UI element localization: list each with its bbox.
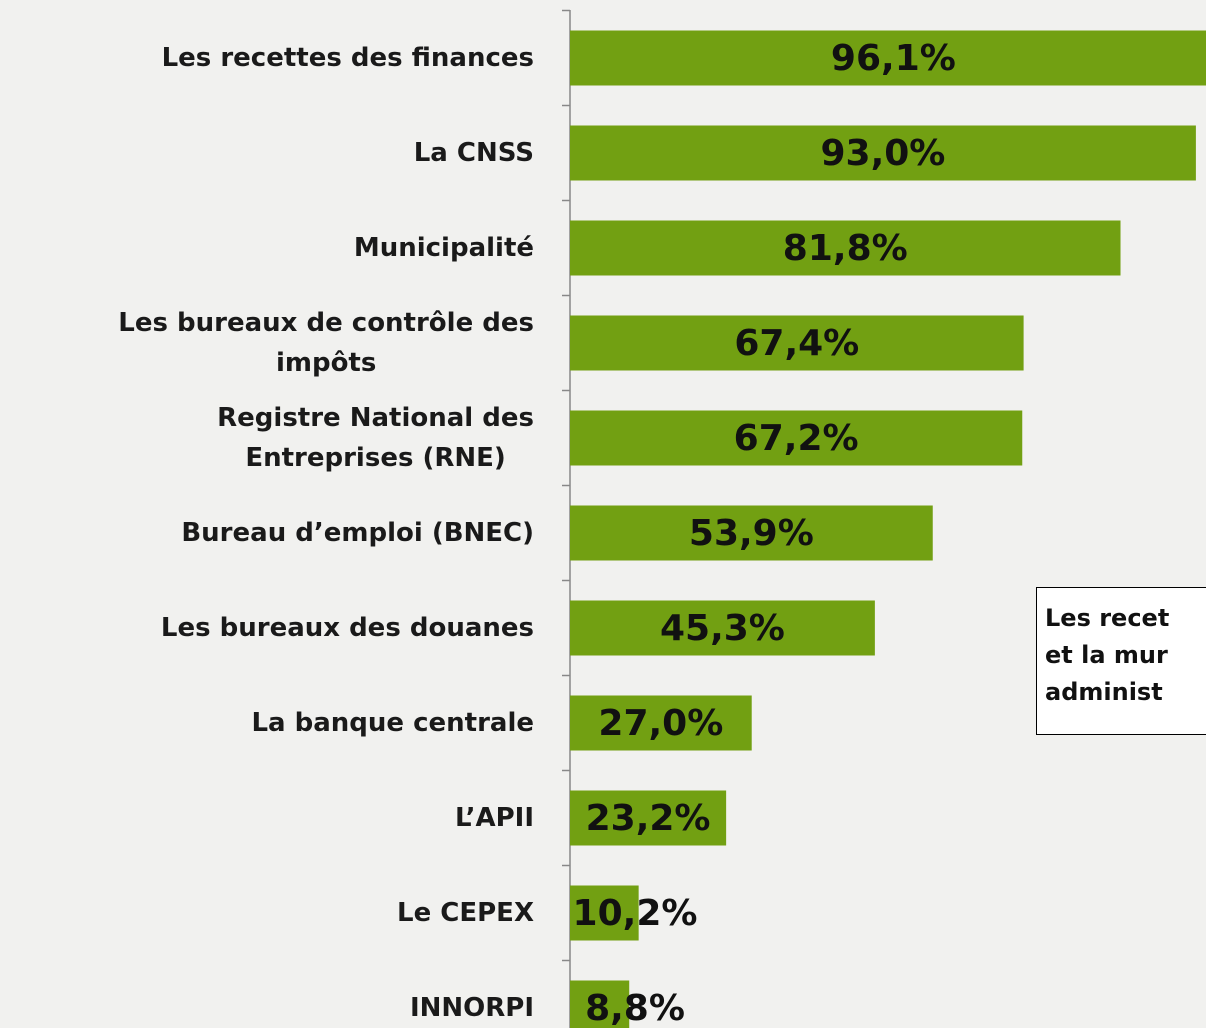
bar [570, 410, 1023, 466]
category-label: La banque centrale [251, 708, 534, 738]
value-label: 8,8% [585, 988, 685, 1028]
annotation-line: Les recet [1045, 604, 1170, 632]
category-label: Les bureaux de contrôle des impôts [118, 308, 534, 378]
category-label: Registre National des Entreprises (RNE) [217, 403, 534, 473]
category-label: Municipalité [353, 233, 534, 263]
annotation-box: Les recet et la mur administ [1036, 587, 1206, 735]
category-label: L’APII [455, 803, 534, 833]
bar [570, 790, 727, 846]
bar [570, 30, 1206, 86]
value-label: 67,4% [734, 323, 859, 364]
annotation-line: et la mur [1045, 641, 1168, 669]
category-label: Les recettes des finances [161, 43, 534, 73]
category-label: La CNSS [413, 138, 534, 168]
value-label: 67,2% [734, 418, 859, 459]
bar [570, 980, 630, 1028]
category-label: Bureau d’emploi (BNEC) [181, 518, 534, 548]
bar [570, 315, 1024, 371]
bar [570, 220, 1121, 276]
bar [570, 695, 752, 751]
value-label: 53,9% [689, 513, 814, 554]
value-label: 10,2% [573, 893, 698, 934]
value-label: 23,2% [586, 798, 711, 839]
category-label: Le CEPEX [397, 898, 534, 928]
bar [570, 125, 1196, 181]
value-label: 27,0% [598, 703, 723, 744]
bar [570, 885, 639, 941]
value-label: 45,3% [660, 608, 785, 649]
value-label: 81,8% [783, 228, 908, 269]
category-label: INNORPI [409, 993, 534, 1023]
category-label: Les bureaux des douanes [160, 613, 534, 643]
value-label: 96,1% [831, 38, 956, 79]
bar [570, 600, 875, 656]
bar [570, 505, 933, 561]
value-label: 93,0% [820, 133, 945, 174]
annotation-line: administ [1045, 678, 1163, 706]
